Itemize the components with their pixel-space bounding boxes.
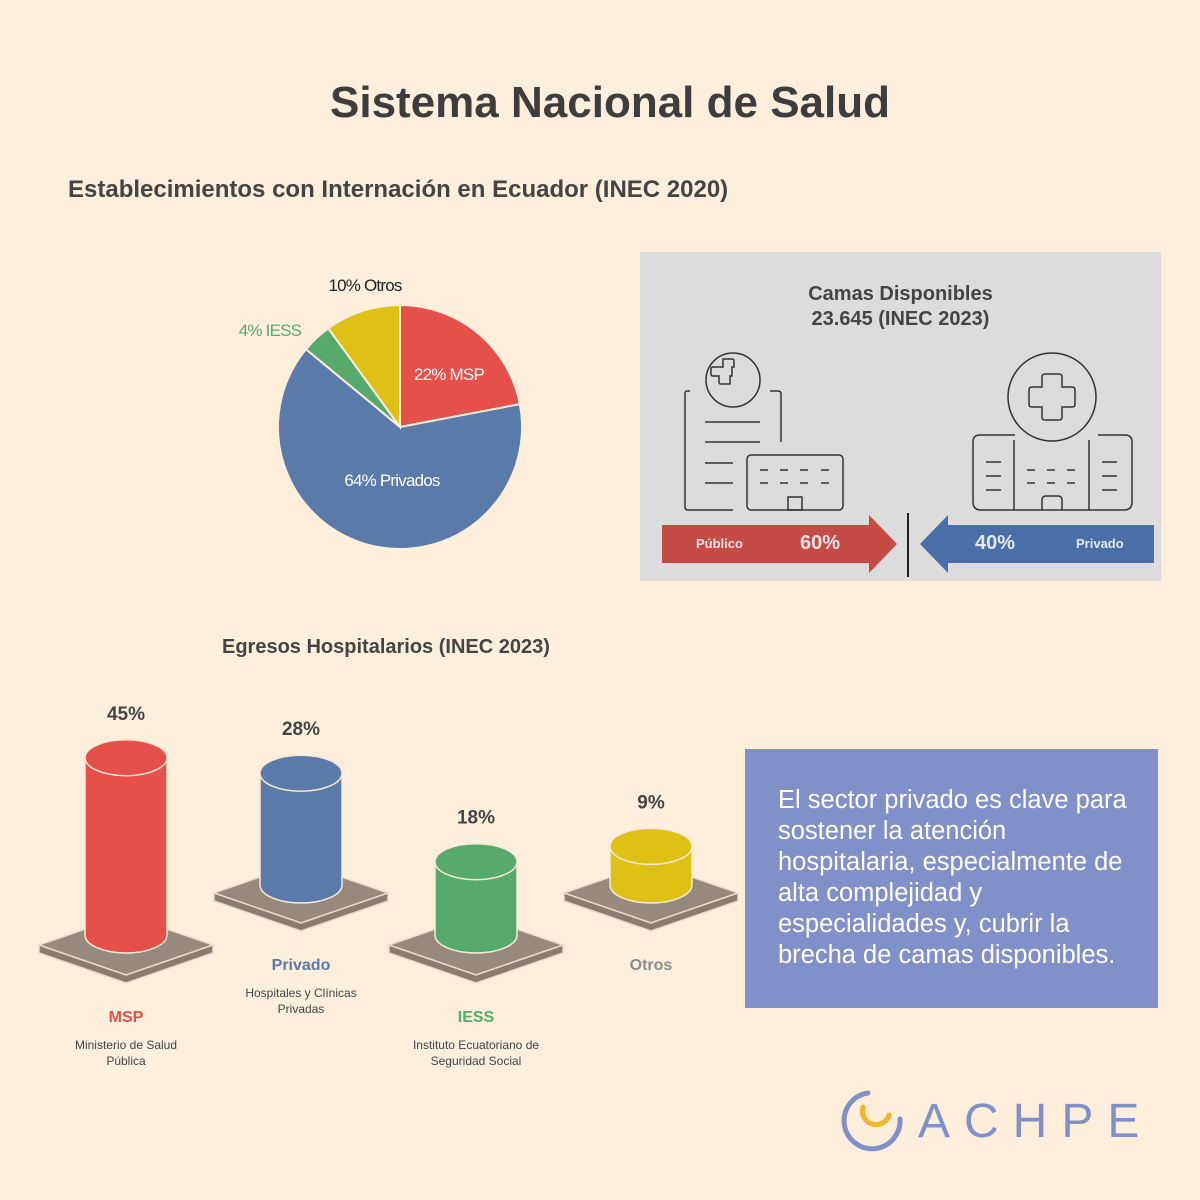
bar-description-msp: Ministerio de Salud (75, 1038, 177, 1052)
logo-icon (841, 1090, 903, 1152)
note-box: El sector privado es clave para sostener… (745, 749, 1158, 1008)
cylinder-msp (84, 757, 168, 954)
cylinder-iess (434, 860, 518, 954)
pie-slice-privados (277, 347, 523, 550)
privado-value: 40% (975, 532, 1016, 554)
bar-category-privado: Privado (272, 957, 331, 974)
bar-category-msp: MSP (109, 1009, 144, 1026)
cylinder-top-iess (434, 842, 518, 881)
cylinder-privado (259, 772, 343, 904)
cylinder-top-privado (259, 754, 343, 792)
publico-label: Público (696, 536, 743, 551)
camas-graphics (662, 352, 1154, 577)
pie-chart-title: Establecimientos con Internación en Ecua… (68, 176, 729, 203)
bar-description-privado: Hospitales y Clínicas (245, 986, 356, 1000)
private-hospital-icon (972, 352, 1133, 511)
bar-description-privado-line2: Privadas (278, 1002, 325, 1016)
camas-title-line1: Camas Disponibles (808, 283, 993, 305)
pedestal-side-otros (563, 891, 739, 932)
privado-label: Privado (1076, 536, 1124, 551)
camas-title-line2: 23.645 (INEC 2023) (811, 308, 990, 330)
public-hospital-icon (684, 352, 844, 511)
pie-label-privados: 64% Privados (344, 471, 440, 490)
bar-chart-title: Egresos Hospitalarios (INEC 2023) (222, 636, 550, 658)
logo-text: ACHPE (918, 1095, 1154, 1148)
bar-category-otros: Otros (630, 957, 673, 974)
pie-label-iess: 4% IESS (239, 321, 302, 340)
pedestal-side-msp (38, 943, 214, 984)
pedestal-side-privado (213, 891, 389, 932)
pie-slice-otros (326, 303, 401, 431)
publico-value: 60% (800, 532, 841, 554)
pie-label-otros: 10% Otros (328, 276, 401, 295)
cylinder-top-otros (609, 827, 693, 866)
publico-arrow (662, 515, 897, 573)
bar-category-iess: IESS (458, 1009, 495, 1026)
privado-arrow (920, 515, 1154, 573)
pie-slice-msp (399, 303, 522, 429)
bar-description-iess: Instituto Ecuatoriano de (413, 1038, 539, 1052)
bar-description-msp-line2: Pública (106, 1054, 146, 1068)
cylinder-top-msp (84, 739, 168, 777)
pie-label-msp: 22% MSP (414, 365, 484, 384)
bar-value-privado: 28% (282, 719, 320, 740)
page-title: Sistema Nacional de Salud (330, 78, 890, 127)
camas-title: Camas Disponibles 23.645 (INEC 2023) (640, 282, 1161, 332)
bar-description-iess-line2: Seguridad Social (431, 1054, 522, 1068)
camas-panel: Camas Disponibles 23.645 (INEC 2023) (640, 252, 1161, 581)
bar-value-otros: 9% (637, 792, 665, 813)
pedestal-side-iess (388, 943, 564, 984)
bar-value-msp: 45% (107, 704, 145, 725)
bar-value-iess: 18% (457, 808, 495, 829)
